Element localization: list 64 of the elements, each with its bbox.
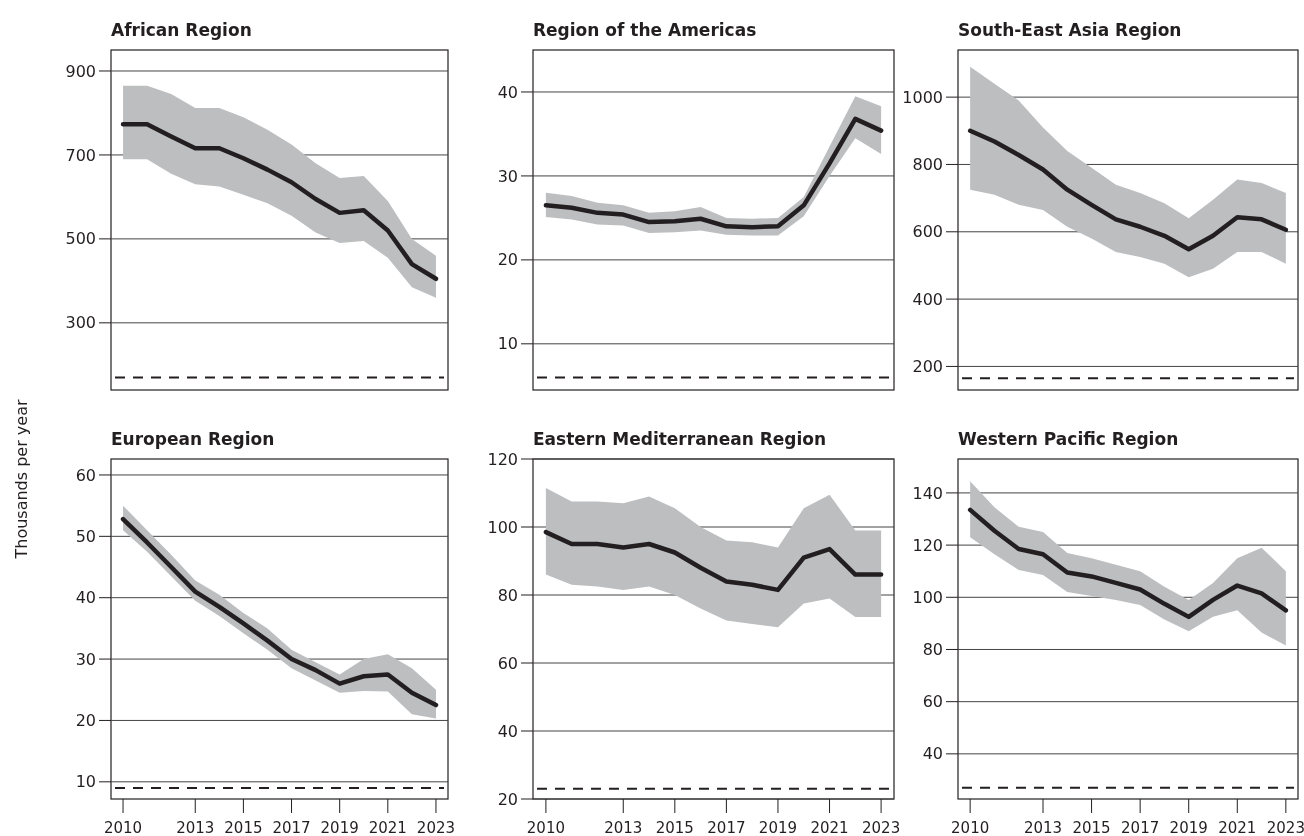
chart-title: Western Pacific Region (958, 429, 1179, 449)
x-tick-label: 2013 (604, 819, 643, 836)
y-tick-label: 60 (75, 465, 96, 485)
chart-title: European Region (111, 429, 275, 449)
y-tick-label: 40 (922, 744, 943, 764)
y-tick-label: 100 (487, 517, 518, 537)
x-tick-label: 2021 (368, 819, 407, 836)
y-tick-label: 50 (75, 526, 96, 546)
y-tick-label: 700 (65, 145, 96, 165)
x-tick-label: 2017 (707, 819, 746, 836)
x-tick-label: 2015 (224, 819, 263, 836)
y-axis-title: Thousands per year (12, 399, 31, 560)
x-tick-label: 2010 (526, 819, 565, 836)
y-tick-label: 80 (922, 640, 943, 660)
line-series (967, 507, 1289, 620)
x-tick-label: 2023 (1266, 819, 1304, 836)
y-tick-label: 600 (912, 222, 943, 242)
line-series (967, 128, 1289, 252)
y-tick-label: 60 (922, 692, 943, 712)
chart-title: Eastern Mediterranean Region (533, 429, 827, 449)
y-tick-label: 20 (497, 789, 518, 809)
x-tick-label: 2023 (862, 819, 901, 836)
x-tick-label: 2021 (1218, 819, 1257, 836)
y-tick-label: 300 (65, 313, 96, 333)
line-series (543, 116, 884, 230)
y-tick-label: 30 (497, 166, 518, 186)
x-tick-label: 2013 (176, 819, 215, 836)
line-series (543, 529, 884, 593)
x-tick-label: 2019 (1169, 819, 1208, 836)
y-tick-label: 120 (487, 449, 518, 469)
y-tick-label: 900 (65, 61, 96, 81)
chart-title: African Region (111, 20, 252, 40)
y-tick-label: 40 (497, 721, 518, 741)
y-tick-label: 20 (497, 250, 518, 270)
x-tick-label: 2019 (758, 819, 798, 836)
y-tick-label: 20 (75, 711, 96, 731)
y-tick-label: 100 (912, 587, 943, 607)
line-series (120, 122, 439, 282)
y-tick-label: 10 (75, 772, 96, 792)
chart-title: Region of the Americas (533, 20, 757, 40)
y-tick-label: 1000 (902, 87, 943, 107)
y-tick-label: 40 (75, 588, 96, 608)
x-tick-label: 2017 (272, 819, 311, 836)
x-tick-label: 2021 (810, 819, 849, 836)
x-tick-label: 2019 (320, 819, 359, 836)
y-tick-label: 800 (912, 155, 943, 175)
y-tick-label: 80 (497, 585, 518, 605)
y-tick-label: 60 (497, 653, 518, 673)
x-tick-label: 2015 (655, 819, 694, 836)
y-tick-label: 140 (912, 483, 943, 503)
chart-title: South-East Asia Region (958, 20, 1182, 40)
y-tick-label: 500 (65, 229, 96, 249)
x-tick-label: 2010 (951, 819, 990, 836)
y-tick-label: 400 (912, 289, 943, 309)
x-tick-label: 2013 (1023, 819, 1063, 836)
x-tick-label: 2015 (1072, 819, 1111, 836)
x-tick-label: 2023 (416, 819, 456, 836)
y-tick-label: 10 (497, 334, 518, 354)
y-tick-label: 40 (497, 82, 518, 102)
y-tick-label: 120 (912, 535, 943, 555)
x-tick-label: 2010 (103, 819, 143, 836)
y-tick-label: 200 (912, 357, 943, 377)
x-tick-label: 2017 (1121, 819, 1160, 836)
y-tick-label: 30 (75, 649, 96, 669)
